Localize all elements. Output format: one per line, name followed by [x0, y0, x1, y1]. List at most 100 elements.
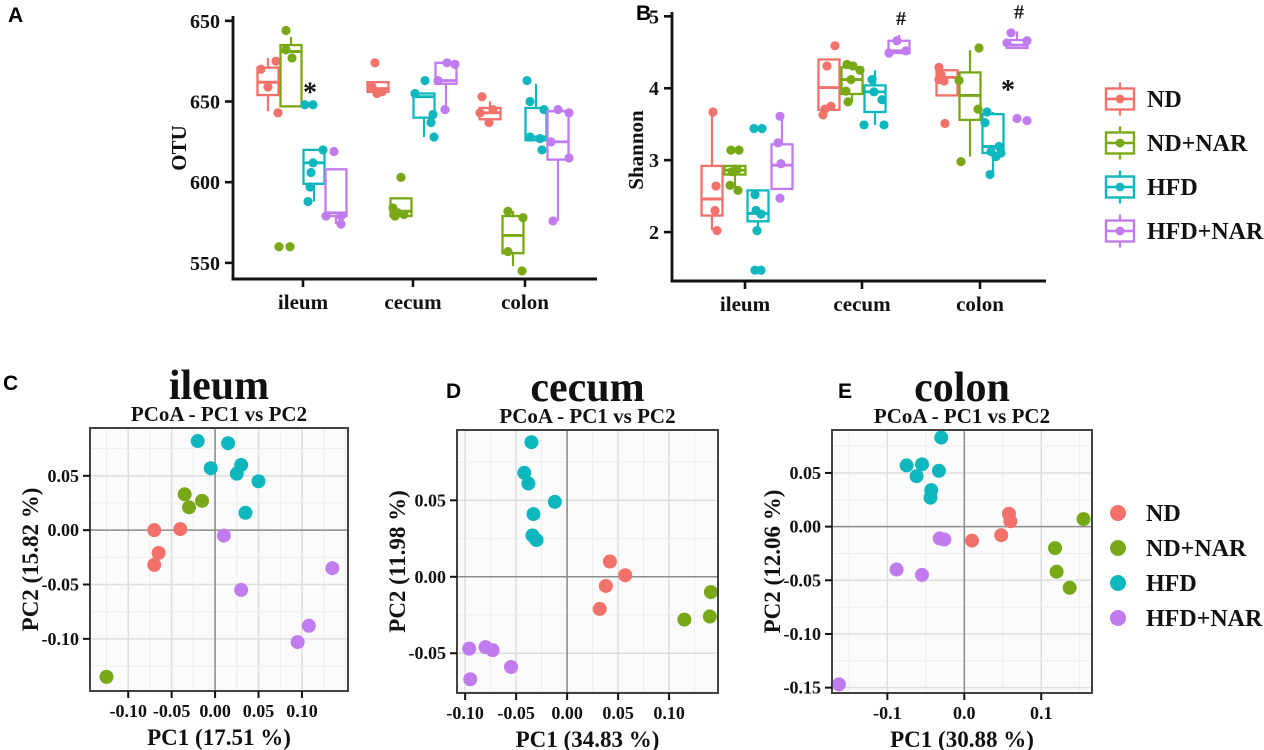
- jitter-point: [982, 107, 992, 117]
- significance-mark: #: [896, 8, 906, 30]
- y-axis-title: PC2 (15.82 %): [18, 488, 43, 632]
- box-colon-1: [954, 43, 984, 167]
- jitter-point: [1022, 116, 1032, 126]
- data-point: [147, 523, 162, 538]
- jitter-point: [396, 172, 406, 182]
- panel-c-scatter: -0.10 -0.05 0.00 0.05 0.10 0.05 0.00 -0.05 -0.10…: [18, 363, 349, 750]
- panel-a-boxplot: 550 600 650 650 ileum cecum colon OTU *: [167, 11, 597, 314]
- data-point: [517, 465, 532, 480]
- box-ileum-0: [700, 107, 724, 236]
- data-point: [290, 635, 305, 650]
- jitter-point: [954, 75, 964, 85]
- panel-title: colon: [914, 365, 1010, 411]
- jitter-point: [548, 216, 558, 226]
- jitter-point: [281, 45, 291, 55]
- data-point: [147, 557, 162, 572]
- box-ileum-1: [723, 145, 747, 195]
- plot-background: [90, 428, 348, 691]
- x-axis-title: PC1 (30.88 %): [890, 727, 1034, 750]
- jitter-point: [985, 169, 995, 180]
- data-point: [909, 469, 924, 484]
- jitter-point: [377, 87, 387, 97]
- box-cecum-3: [433, 58, 460, 115]
- jitter-point: [991, 151, 1001, 162]
- legend-item: HFD: [1110, 571, 1197, 597]
- legend-item: HFD+NAR: [1104, 214, 1264, 248]
- data-point: [915, 567, 929, 582]
- panel-e-scatter: -0.1 0.0 0.10.050.00-0.05-0.10-0.15colonPC…: [760, 365, 1093, 750]
- jitter-point: [308, 158, 318, 168]
- jitter-point: [329, 146, 339, 157]
- box-cecum-1: [388, 172, 413, 221]
- jitter-point: [855, 65, 865, 75]
- panel-title: cecum: [530, 365, 644, 411]
- jitter-point: [830, 41, 840, 51]
- category-label: cecum: [384, 290, 442, 314]
- category-label: ileum: [720, 292, 771, 316]
- jitter-point: [273, 108, 283, 118]
- legend-item: HFD+NAR: [1110, 606, 1263, 632]
- data-point: [1048, 541, 1063, 556]
- jitter-point: [305, 182, 315, 192]
- data-point: [937, 532, 952, 547]
- jitter-point: [934, 62, 944, 72]
- legend-label: ND+NAR: [1146, 536, 1247, 562]
- jitter-point: [271, 56, 281, 66]
- jitter-point: [484, 117, 494, 128]
- x-tick-label: 0.10: [653, 703, 685, 723]
- box-cecum-0: [817, 41, 841, 120]
- box-cecum-3: [884, 35, 911, 58]
- data-point: [177, 487, 192, 502]
- data-point: [521, 476, 536, 491]
- data-point: [1003, 514, 1018, 529]
- data-point: [251, 474, 266, 489]
- x-tick-label: 0.00: [199, 701, 231, 721]
- jitter-point: [901, 46, 911, 56]
- data-point: [598, 578, 613, 593]
- x-tick-label: -0.10: [446, 703, 484, 723]
- significance-mark: #: [1014, 1, 1024, 23]
- box-cecum-0: [366, 58, 390, 99]
- plot-border: [831, 429, 1093, 694]
- box-ileum-2: [746, 123, 770, 275]
- jitter-point: [726, 145, 736, 155]
- jitter-point: [956, 157, 966, 167]
- data-point: [504, 660, 519, 675]
- box-colon-0: [934, 62, 959, 129]
- jitter-point: [426, 117, 436, 128]
- panel-letter-c: C: [3, 372, 19, 395]
- jitter-point: [525, 132, 535, 142]
- y-tick-label: 0.00: [415, 567, 447, 587]
- jitter-point: [750, 190, 760, 200]
- jitter-point: [708, 107, 718, 117]
- data-point: [831, 677, 846, 692]
- y-axis-title: OTU: [167, 125, 191, 171]
- data-point: [702, 609, 717, 624]
- data-point: [173, 522, 188, 537]
- jitter-point: [308, 100, 318, 110]
- box-ileum-2: [300, 100, 328, 207]
- data-point: [1049, 564, 1064, 579]
- jitter-point: [752, 226, 762, 236]
- jitter-point: [892, 36, 902, 46]
- data-point: [677, 612, 692, 627]
- data-point: [221, 436, 236, 451]
- jitter-point: [756, 209, 766, 219]
- jitter-point: [877, 95, 887, 105]
- plot-border: [456, 429, 719, 694]
- dot-icon: [1110, 505, 1126, 521]
- y-tick-label: 0.05: [48, 466, 80, 486]
- y-axis-title: PC2 (11.98 %): [385, 490, 410, 632]
- jitter-point: [274, 242, 284, 252]
- legend-label: HFD: [1147, 175, 1198, 201]
- category-label: colon: [956, 292, 1004, 316]
- x-tick-label: 0.10: [286, 701, 318, 721]
- jitter-point: [848, 61, 858, 71]
- box-ileum-0: [256, 56, 283, 118]
- jitter-point: [303, 196, 313, 207]
- data-point: [485, 643, 500, 658]
- jitter-point: [749, 123, 759, 134]
- dot-icon: [1110, 610, 1126, 626]
- jitter-point: [733, 185, 743, 195]
